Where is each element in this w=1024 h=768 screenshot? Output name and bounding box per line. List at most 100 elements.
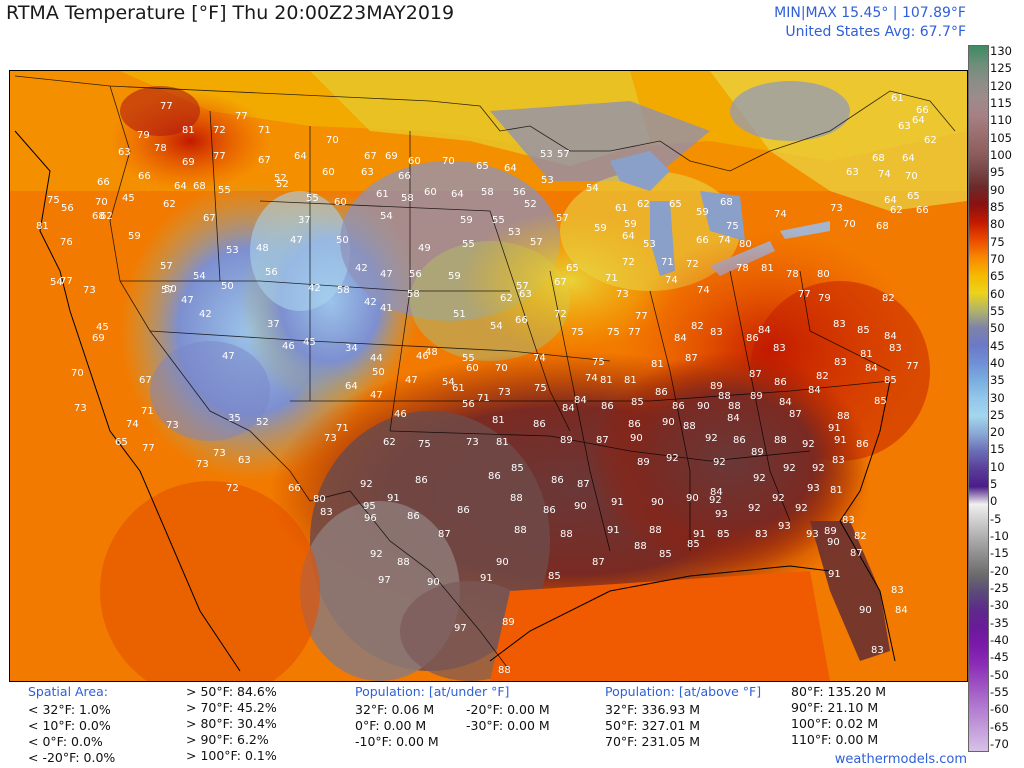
temperature-label: 91 [607, 525, 620, 536]
temperature-label: 83 [832, 455, 845, 466]
temperature-label: 71 [258, 125, 271, 136]
temperature-label: 85 [687, 539, 700, 550]
temperature-label: 86 [415, 475, 428, 486]
temperature-label: 70 [95, 197, 108, 208]
temperature-label: 72 [226, 483, 239, 494]
temperature-label: 66 [916, 105, 929, 116]
temperature-label: 53 [540, 149, 553, 160]
temperature-label: 81 [182, 125, 195, 136]
temperature-label: 67 [203, 213, 216, 224]
temperature-label: 77 [160, 101, 173, 112]
temperature-label: 82 [882, 293, 895, 304]
temperature-label: 93 [715, 509, 728, 520]
gulf-of-mexico [490, 571, 830, 681]
temperature-label: 44 [370, 353, 383, 364]
temperature-label: 90 [496, 557, 509, 568]
temperature-label: 58 [407, 289, 420, 300]
temperature-label: 73 [83, 285, 96, 296]
temperature-label: 93 [806, 529, 819, 540]
temperature-label: 66 [916, 205, 929, 216]
colorbar-tick: 80 [990, 217, 1005, 232]
temperature-label: 71 [336, 423, 349, 434]
temperature-label: 73 [324, 433, 337, 444]
temperature-label: 53 [226, 245, 239, 256]
colorbar-labels: 130 125 120 115 110 105 100 95 90 85 80 75 70 65 60 55 5… [990, 44, 1024, 751]
temperature-label: 75 [534, 383, 547, 394]
temperature-label: 52 [524, 199, 537, 210]
temperature-label: 75 [47, 195, 60, 206]
temperature-label: 77 [60, 276, 73, 287]
temperature-label: 86 [551, 475, 564, 486]
temperature-label: 90 [651, 497, 664, 508]
temperature-label: 86 [655, 387, 668, 398]
temperature-label: 66 [138, 171, 151, 182]
colorbar-tick: 130 [990, 44, 1012, 58]
temperature-label: 56 [513, 187, 526, 198]
temperature-label: 67 [139, 375, 152, 386]
temperature-label: 90 [827, 537, 840, 548]
temperature-label: 69 [182, 157, 195, 168]
colorbar-tick: -25 [990, 581, 1009, 596]
temperature-label: 96 [364, 513, 377, 524]
temperature-label: 90 [630, 433, 643, 444]
temperature-label: 60 [322, 167, 335, 178]
stat-line: -20°F: 0.00 M [466, 702, 550, 717]
temperature-label: 52 [256, 417, 269, 428]
temperature-label: 87 [577, 479, 590, 490]
temperature-label: 66 [398, 171, 411, 182]
florida [810, 521, 890, 661]
temperature-label: 60 [334, 197, 347, 208]
temperature-label: 47 [405, 375, 418, 386]
temperature-label: 64 [504, 163, 517, 174]
temperature-label: 81 [496, 437, 509, 448]
stat-line: 90°F: 21.10 M [791, 700, 879, 715]
colorbar-tick: -20 [990, 563, 1009, 578]
temperature-label: 64 [902, 153, 915, 164]
temperature-label: 67 [364, 151, 377, 162]
temperature-label: 91 [611, 497, 624, 508]
temperature-label: 86 [543, 505, 556, 516]
temperature-label: 95 [363, 501, 376, 512]
temperature-label: 50 [164, 284, 177, 295]
temperature-label: 56 [462, 399, 475, 410]
temperature-label: 93 [778, 521, 791, 532]
temperature-label: 73 [616, 289, 629, 300]
temperature-label: 88 [397, 557, 410, 568]
stat-line: < 32°F: 1.0% [28, 702, 111, 717]
temperature-label: 59 [460, 215, 473, 226]
temperature-label: 87 [685, 353, 698, 364]
population-under-header: Population: [at/under °F] [355, 684, 510, 699]
map-canvas: 77 81 72 79 77 71 70 64 67 69 60 70 65 64 53 57 78 69 77 63… [10, 71, 967, 681]
temperature-label: 83 [833, 319, 846, 330]
temperature-label: 62 [383, 437, 396, 448]
temperature-label: 75 [592, 357, 605, 368]
temperature-label: 35 [228, 413, 241, 424]
temperature-label: 86 [407, 511, 420, 522]
credit-link[interactable]: weathermodels.com [834, 752, 967, 767]
temperature-label: 81 [492, 415, 505, 426]
temperature-label: 78 [154, 143, 167, 154]
temperature-label: 52 [276, 179, 289, 190]
temperature-label: 89 [750, 391, 763, 402]
colorbar-tick: -50 [990, 667, 1009, 682]
temperature-map[interactable]: 77 81 72 79 77 71 70 64 67 69 60 70 65 64 53 57 78 69 77 63… [9, 70, 968, 682]
temperature-label: 74 [774, 209, 787, 220]
temperature-label: 58 [401, 193, 414, 204]
colorbar-tick: 100 [990, 147, 1012, 162]
temperature-label: 73 [466, 437, 479, 448]
temperature-label: 75 [571, 327, 584, 338]
temperature-label: 90 [859, 605, 872, 616]
temperature-label: 92 [360, 479, 373, 490]
temperature-label: 45 [303, 337, 316, 348]
colorbar-tick: 95 [990, 165, 1005, 180]
temperature-label: 88 [514, 525, 527, 536]
temperature-label: 90 [686, 493, 699, 504]
temperature-label: 84 [727, 413, 740, 424]
temperature-label: 83 [710, 327, 723, 338]
temperature-label: 84 [562, 403, 575, 414]
temperature-label: 71 [661, 257, 674, 268]
temperature-label: 55 [306, 193, 319, 204]
stat-line: > 100°F: 0.1% [186, 748, 277, 763]
statistics-panel: Spatial Area: < 32°F: 1.0% < 10°F: 0.0% < … [0, 683, 968, 768]
temperature-label: 74 [585, 373, 598, 384]
